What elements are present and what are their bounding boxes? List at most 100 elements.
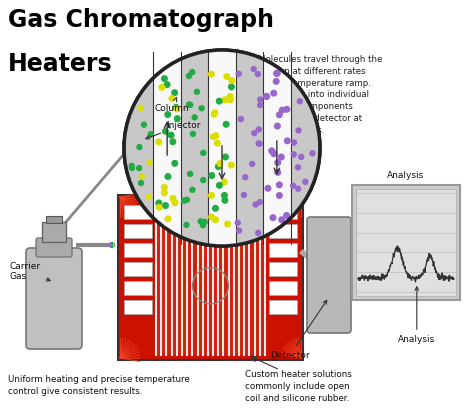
Bar <box>124 205 152 219</box>
Circle shape <box>273 70 280 77</box>
Circle shape <box>146 194 152 200</box>
Circle shape <box>279 106 286 113</box>
Circle shape <box>129 165 135 171</box>
Text: Detector: Detector <box>270 300 327 360</box>
Circle shape <box>211 109 219 116</box>
Text: Heaters: Heaters <box>8 52 113 76</box>
Circle shape <box>187 171 193 177</box>
Circle shape <box>208 213 215 220</box>
Circle shape <box>216 98 223 105</box>
Bar <box>42 222 66 242</box>
Circle shape <box>199 105 205 111</box>
Circle shape <box>174 115 181 122</box>
Circle shape <box>200 177 207 183</box>
Bar <box>269 224 297 238</box>
Circle shape <box>276 111 283 118</box>
Circle shape <box>278 154 285 161</box>
Circle shape <box>158 84 165 91</box>
Circle shape <box>276 192 283 199</box>
Circle shape <box>291 139 297 146</box>
Circle shape <box>310 150 316 157</box>
Circle shape <box>200 150 207 156</box>
Bar <box>263 51 291 245</box>
Circle shape <box>223 73 230 80</box>
Circle shape <box>236 227 242 234</box>
Circle shape <box>221 178 228 185</box>
Circle shape <box>164 111 171 118</box>
Circle shape <box>297 98 303 104</box>
Circle shape <box>201 219 208 225</box>
Bar <box>269 262 297 276</box>
Circle shape <box>290 182 296 189</box>
Circle shape <box>191 114 198 120</box>
Text: Analysis: Analysis <box>398 287 436 344</box>
Circle shape <box>274 169 281 176</box>
Circle shape <box>295 164 301 171</box>
Bar <box>269 300 297 314</box>
Text: Gas Chromatograph: Gas Chromatograph <box>8 8 274 32</box>
Circle shape <box>162 128 169 135</box>
Circle shape <box>264 185 272 192</box>
Circle shape <box>181 197 187 204</box>
Circle shape <box>156 204 163 211</box>
Circle shape <box>228 162 235 169</box>
Circle shape <box>136 144 143 150</box>
Circle shape <box>249 161 255 167</box>
Circle shape <box>124 50 320 246</box>
Circle shape <box>241 192 247 198</box>
FancyBboxPatch shape <box>307 217 351 333</box>
Text: Column: Column <box>155 98 190 113</box>
Circle shape <box>212 205 219 212</box>
Bar <box>124 224 152 238</box>
Circle shape <box>189 187 196 193</box>
Circle shape <box>221 96 228 103</box>
Circle shape <box>270 150 277 157</box>
Text: Custom heater solutions
commonly include open
coil and silicone rubber.: Custom heater solutions commonly include… <box>245 370 352 403</box>
Bar <box>118 195 303 360</box>
Circle shape <box>222 153 229 160</box>
Circle shape <box>171 89 178 96</box>
Bar <box>124 300 152 314</box>
Bar <box>269 243 297 257</box>
Circle shape <box>173 106 181 113</box>
Circle shape <box>164 215 172 222</box>
Circle shape <box>169 195 176 202</box>
Circle shape <box>162 202 169 209</box>
Circle shape <box>270 90 277 97</box>
Circle shape <box>210 133 217 140</box>
Circle shape <box>161 189 168 196</box>
Text: Injector: Injector <box>146 120 201 139</box>
Circle shape <box>186 101 192 108</box>
Bar <box>124 262 152 276</box>
Bar <box>136 123 148 137</box>
Circle shape <box>256 141 263 147</box>
Bar <box>208 51 236 245</box>
Circle shape <box>155 139 162 145</box>
Circle shape <box>190 131 196 137</box>
Circle shape <box>273 70 281 77</box>
Text: Uniform heating and precise temperature
control give consistent results.: Uniform heating and precise temperature … <box>8 375 190 396</box>
Circle shape <box>302 179 309 185</box>
Circle shape <box>208 172 215 179</box>
Bar <box>154 51 181 245</box>
Bar <box>46 216 62 223</box>
Circle shape <box>214 140 221 147</box>
Circle shape <box>295 127 302 134</box>
Text: Carrier
Gas: Carrier Gas <box>10 262 50 281</box>
Circle shape <box>208 192 215 199</box>
Circle shape <box>255 230 261 236</box>
Text: Molecules travel through the
column at different rates
during temperature ramp.
: Molecules travel through the column at d… <box>258 55 383 135</box>
Circle shape <box>172 199 179 206</box>
Circle shape <box>212 132 219 139</box>
Circle shape <box>251 130 257 136</box>
Circle shape <box>183 196 190 203</box>
Circle shape <box>256 199 263 205</box>
Circle shape <box>210 111 218 118</box>
Circle shape <box>257 96 264 103</box>
Circle shape <box>263 93 270 100</box>
Circle shape <box>146 159 153 166</box>
Circle shape <box>221 192 228 199</box>
Circle shape <box>164 81 171 88</box>
Bar <box>291 51 318 245</box>
Circle shape <box>252 201 259 208</box>
